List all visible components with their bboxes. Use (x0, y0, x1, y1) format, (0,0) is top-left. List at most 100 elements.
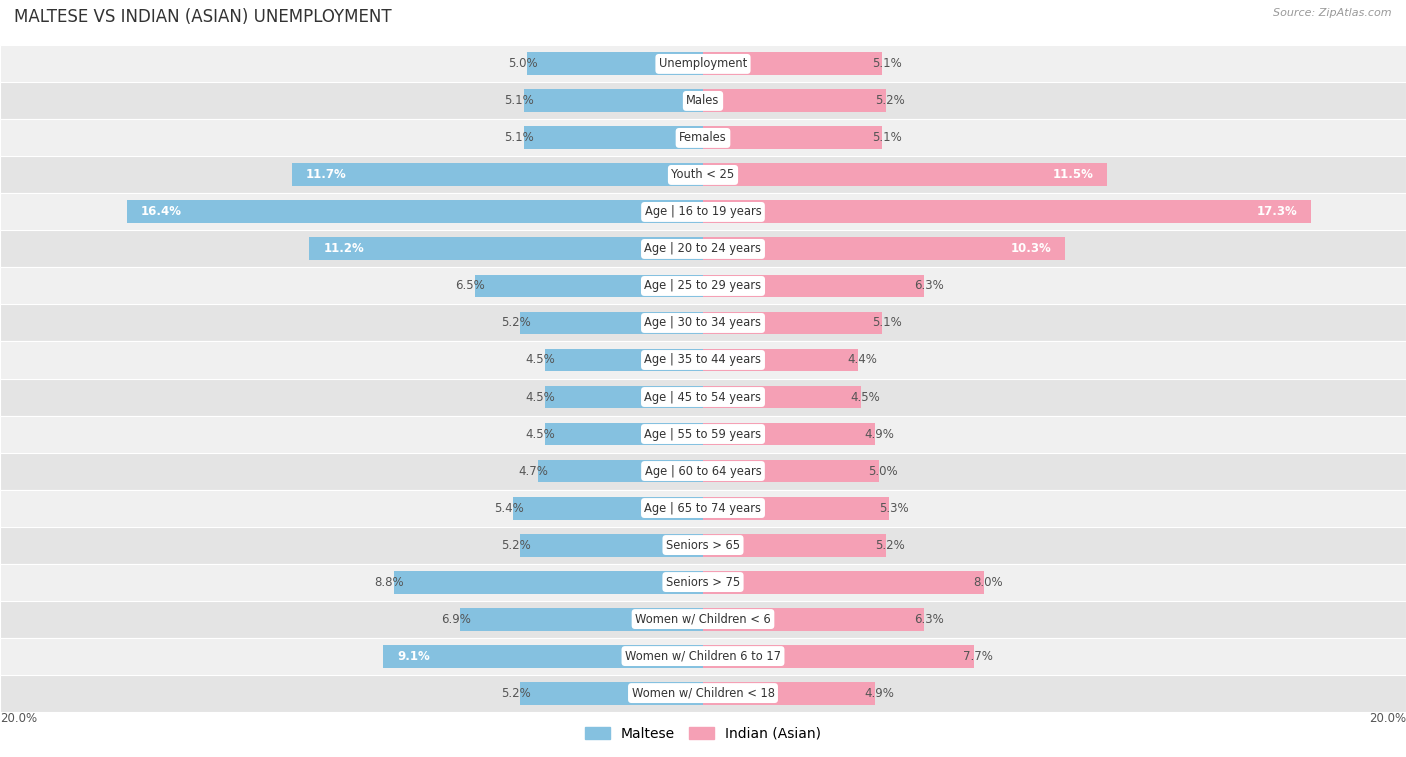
Bar (0, 563, 1406, 600)
Bar (0, 157, 1406, 194)
Bar (520, 534, 703, 556)
Bar (703, 385, 860, 409)
Text: Seniors > 65: Seniors > 65 (666, 538, 740, 552)
Bar (546, 385, 703, 409)
Bar (703, 534, 886, 556)
Text: 20.0%: 20.0% (1369, 712, 1406, 724)
Bar (524, 126, 703, 149)
Text: 11.5%: 11.5% (1052, 169, 1094, 182)
Text: 5.1%: 5.1% (872, 316, 901, 329)
Bar (703, 52, 883, 76)
Bar (0, 490, 1406, 527)
Text: 5.1%: 5.1% (872, 132, 901, 145)
Text: 5.1%: 5.1% (505, 95, 534, 107)
Bar (703, 275, 925, 298)
Bar (537, 459, 703, 482)
Bar (309, 238, 703, 260)
Text: 4.7%: 4.7% (519, 465, 548, 478)
Text: 4.5%: 4.5% (526, 354, 555, 366)
Bar (127, 201, 703, 223)
Bar (0, 194, 1406, 230)
Bar (475, 275, 703, 298)
Text: Unemployment: Unemployment (659, 58, 747, 70)
Bar (703, 348, 858, 372)
Bar (0, 120, 1406, 157)
Text: Age | 30 to 34 years: Age | 30 to 34 years (644, 316, 762, 329)
Text: 5.1%: 5.1% (872, 58, 901, 70)
Bar (703, 422, 875, 445)
Text: Age | 35 to 44 years: Age | 35 to 44 years (644, 354, 762, 366)
Text: 8.0%: 8.0% (973, 575, 1004, 588)
Text: 10.3%: 10.3% (1011, 242, 1052, 255)
Bar (0, 304, 1406, 341)
Text: 6.9%: 6.9% (441, 612, 471, 625)
Bar (703, 164, 1108, 186)
Text: Source: ZipAtlas.com: Source: ZipAtlas.com (1274, 8, 1392, 17)
Text: Seniors > 75: Seniors > 75 (666, 575, 740, 588)
Text: 6.5%: 6.5% (456, 279, 485, 292)
Text: Youth < 25: Youth < 25 (672, 169, 734, 182)
Bar (394, 571, 703, 593)
Text: 5.3%: 5.3% (879, 502, 908, 515)
Text: Age | 45 to 54 years: Age | 45 to 54 years (644, 391, 762, 403)
Text: Age | 16 to 19 years: Age | 16 to 19 years (644, 205, 762, 219)
Text: 5.2%: 5.2% (501, 687, 531, 699)
Text: Age | 20 to 24 years: Age | 20 to 24 years (644, 242, 762, 255)
Text: 5.2%: 5.2% (875, 95, 905, 107)
Text: 5.0%: 5.0% (869, 465, 898, 478)
Text: Age | 25 to 29 years: Age | 25 to 29 years (644, 279, 762, 292)
Text: 20.0%: 20.0% (0, 712, 37, 724)
Bar (703, 201, 1312, 223)
Text: Females: Females (679, 132, 727, 145)
Text: 4.4%: 4.4% (846, 354, 877, 366)
Bar (703, 312, 883, 335)
Bar (524, 89, 703, 112)
Bar (0, 674, 1406, 712)
Bar (703, 645, 973, 668)
Text: Age | 55 to 59 years: Age | 55 to 59 years (644, 428, 762, 441)
Text: Age | 60 to 64 years: Age | 60 to 64 years (644, 465, 762, 478)
Text: Women w/ Children < 6: Women w/ Children < 6 (636, 612, 770, 625)
Text: 5.2%: 5.2% (875, 538, 905, 552)
Text: 8.8%: 8.8% (374, 575, 405, 588)
Bar (0, 453, 1406, 490)
Text: Males: Males (686, 95, 720, 107)
Text: 5.2%: 5.2% (501, 538, 531, 552)
Bar (703, 571, 984, 593)
Bar (703, 681, 875, 705)
Text: 4.5%: 4.5% (526, 391, 555, 403)
Bar (546, 348, 703, 372)
Text: 17.3%: 17.3% (1257, 205, 1298, 219)
Bar (520, 312, 703, 335)
Bar (0, 267, 1406, 304)
Bar (703, 497, 889, 519)
Bar (546, 422, 703, 445)
Bar (0, 527, 1406, 563)
Bar (0, 341, 1406, 378)
Text: 9.1%: 9.1% (398, 650, 430, 662)
Bar (703, 89, 886, 112)
Bar (520, 681, 703, 705)
Text: 4.5%: 4.5% (851, 391, 880, 403)
Text: 11.7%: 11.7% (307, 169, 346, 182)
Text: Age | 65 to 74 years: Age | 65 to 74 years (644, 502, 762, 515)
Text: 5.4%: 5.4% (494, 502, 524, 515)
Legend: Maltese, Indian (Asian): Maltese, Indian (Asian) (579, 721, 827, 746)
Text: MALTESE VS INDIAN (ASIAN) UNEMPLOYMENT: MALTESE VS INDIAN (ASIAN) UNEMPLOYMENT (14, 8, 392, 26)
Text: 4.5%: 4.5% (526, 428, 555, 441)
Text: 6.3%: 6.3% (914, 279, 943, 292)
Bar (703, 459, 879, 482)
Bar (703, 126, 883, 149)
Text: 5.2%: 5.2% (501, 316, 531, 329)
Bar (703, 238, 1066, 260)
Text: Women w/ Children 6 to 17: Women w/ Children 6 to 17 (626, 650, 780, 662)
Bar (0, 83, 1406, 120)
Text: Women w/ Children < 18: Women w/ Children < 18 (631, 687, 775, 699)
Bar (292, 164, 703, 186)
Bar (0, 378, 1406, 416)
Text: 5.1%: 5.1% (505, 132, 534, 145)
Text: 16.4%: 16.4% (141, 205, 181, 219)
Bar (527, 52, 703, 76)
Text: 4.9%: 4.9% (865, 428, 894, 441)
Bar (0, 600, 1406, 637)
